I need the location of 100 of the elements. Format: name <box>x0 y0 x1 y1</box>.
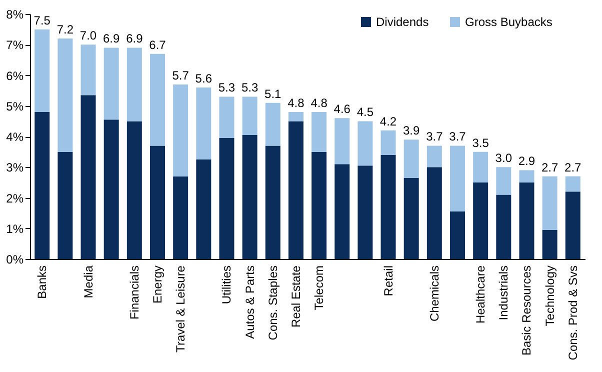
bar <box>80 44 96 96</box>
legend-label: Dividends <box>376 15 429 29</box>
x-tick-label: Banks <box>35 266 50 299</box>
bar <box>426 146 442 168</box>
bar <box>312 112 327 152</box>
y-tick-label: 5% <box>6 99 24 114</box>
bar <box>519 170 534 182</box>
bar <box>334 164 350 259</box>
bar <box>242 134 258 259</box>
x-tick-label: Financials <box>127 266 142 320</box>
bar <box>565 192 580 259</box>
y-tick-label: 6% <box>6 68 24 83</box>
bar <box>519 182 534 259</box>
total-label: 6.7 <box>149 38 166 52</box>
total-label: 3.5 <box>472 136 490 150</box>
x-tick-label: Energy <box>150 266 164 304</box>
bar <box>450 212 465 259</box>
y-tick-label: 7% <box>6 38 24 52</box>
total-label: 6.9 <box>103 32 120 46</box>
x-tick-label: Utilities <box>220 266 234 304</box>
total-label: 5.7 <box>172 68 190 82</box>
total-label: 7.5 <box>34 13 51 28</box>
bar <box>496 194 512 259</box>
bar <box>150 54 165 146</box>
bar <box>288 121 304 259</box>
x-tick-label: Telecom <box>312 266 326 310</box>
x-tick-label: Autos & Parts <box>242 266 257 339</box>
bar <box>173 84 188 176</box>
x-tick-label: Basic Resources <box>520 266 534 356</box>
y-tick-label: 2% <box>6 191 24 206</box>
bar <box>565 176 580 192</box>
x-tick-label: Chemicals <box>427 266 442 322</box>
x-tick-label: Travel & Leisure <box>174 265 188 352</box>
bar <box>34 29 50 112</box>
bar <box>58 38 73 152</box>
bar <box>542 176 558 230</box>
x-tick-label: Media <box>81 265 96 298</box>
bar <box>219 96 234 138</box>
bar <box>542 230 558 259</box>
total-label: 2.7 <box>541 160 558 174</box>
total-label: 5.3 <box>241 80 258 95</box>
bar <box>312 152 327 259</box>
x-tick-label: Healthcare <box>474 265 488 324</box>
x-tick-label: Industrials <box>496 266 511 320</box>
bar <box>265 102 280 146</box>
bar <box>404 178 419 259</box>
bar <box>104 120 119 259</box>
total-label: 2.7 <box>564 160 582 174</box>
bar <box>380 130 396 155</box>
total-label: 3.0 <box>495 151 512 166</box>
bar <box>150 146 165 259</box>
total-label: 5.3 <box>218 80 236 95</box>
legend-label: Gross Buybacks <box>465 15 552 29</box>
total-label: 3.7 <box>426 130 444 144</box>
total-label: 4.8 <box>310 96 328 110</box>
bar <box>58 152 73 259</box>
total-label: 3.7 <box>449 130 466 144</box>
bar <box>450 146 465 212</box>
bar <box>80 95 96 259</box>
total-label: 7.0 <box>80 28 97 43</box>
bar <box>196 88 212 160</box>
bar <box>34 112 50 259</box>
total-label: 4.6 <box>334 102 351 116</box>
bar <box>334 118 350 164</box>
bar <box>126 48 142 122</box>
bar <box>196 159 212 259</box>
bar <box>288 112 304 122</box>
x-tick-label: Real Estate <box>288 265 303 328</box>
x-tick-label: Retail <box>381 266 396 296</box>
total-label: 3.9 <box>403 124 420 138</box>
total-label: 4.2 <box>380 114 397 128</box>
bar <box>219 138 234 259</box>
total-label: 4.5 <box>356 105 374 120</box>
total-label: 2.9 <box>518 154 536 168</box>
y-tick-label: 4% <box>6 130 24 144</box>
x-tick-label: Cons. Prod & Svs <box>566 266 580 360</box>
bar <box>173 176 188 259</box>
bar <box>473 152 488 182</box>
total-label: 6.9 <box>126 32 144 46</box>
total-label: 5.1 <box>264 86 282 101</box>
bar <box>404 140 419 178</box>
bar <box>104 48 119 120</box>
bar <box>242 96 258 135</box>
bar <box>426 167 442 259</box>
bar <box>358 121 373 166</box>
y-tick-label: 1% <box>6 222 24 236</box>
y-tick-label: 3% <box>6 160 24 175</box>
total-label: 5.6 <box>195 72 212 86</box>
y-tick-label: 8% <box>6 8 24 22</box>
x-tick-label: Cons. Staples <box>266 266 280 340</box>
bar <box>473 182 488 259</box>
bar <box>265 146 280 259</box>
total-label: 4.8 <box>288 96 305 110</box>
bar <box>126 121 142 259</box>
bar <box>496 167 512 195</box>
total-label: 7.2 <box>56 22 74 36</box>
bar <box>358 166 373 259</box>
bar <box>380 154 396 259</box>
y-tick-label: 0% <box>6 252 24 266</box>
x-tick-label: Technology <box>542 266 557 326</box>
